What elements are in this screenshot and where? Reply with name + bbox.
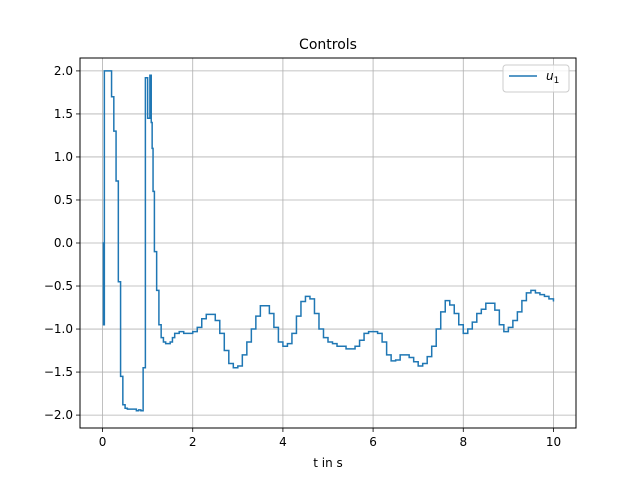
x-tick-label: 8 <box>459 435 467 449</box>
y-tick-label: 1.5 <box>54 107 73 121</box>
grid <box>80 58 576 428</box>
y-axis: 2.0 1.5 1.0 0.5 0.0 −0.5 −1.0 −1.5 −2.0 <box>44 64 80 422</box>
y-tick-label: −2.0 <box>44 408 73 422</box>
x-tick-label: 4 <box>279 435 287 449</box>
y-tick-label: 0.5 <box>54 193 73 207</box>
chart-title: Controls <box>299 37 357 53</box>
x-axis-label: t in s <box>313 456 343 470</box>
series-line-u1 <box>102 70 555 412</box>
y-tick-label: −1.0 <box>44 322 73 336</box>
y-tick-label: 2.0 <box>54 64 73 78</box>
legend-label-name: u <box>546 69 554 83</box>
y-tick-label: 1.0 <box>54 150 73 164</box>
y-tick-label: −0.5 <box>44 279 73 293</box>
legend-label-subscript: 1 <box>554 76 560 86</box>
x-tick-label: 0 <box>99 435 107 449</box>
plot-area <box>102 70 555 412</box>
legend: u1 <box>502 64 570 93</box>
y-tick-label: 0.0 <box>54 236 73 250</box>
legend-label-u1: u1 <box>546 69 559 86</box>
y-tick-label: −1.5 <box>44 365 73 379</box>
series-layer <box>102 70 555 412</box>
x-tick-label: 10 <box>546 435 561 449</box>
x-tick-label: 6 <box>369 435 377 449</box>
x-tick-label: 2 <box>189 435 197 449</box>
legend-box <box>502 64 570 93</box>
x-axis: 0 2 4 6 8 10 <box>99 428 561 449</box>
